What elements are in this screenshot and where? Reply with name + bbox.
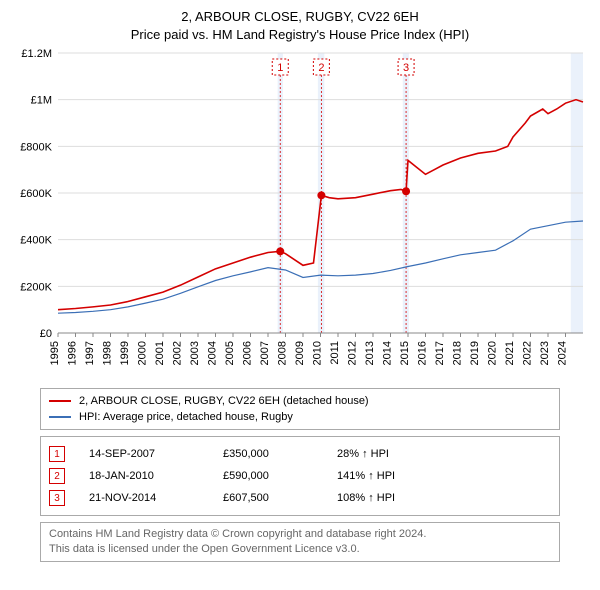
legend-swatch: [49, 416, 71, 418]
x-axis-label: 2008: [277, 341, 289, 365]
x-axis-label: 2019: [469, 341, 481, 365]
legend-row: 2, ARBOUR CLOSE, RUGBY, CV22 6EH (detach…: [49, 393, 551, 409]
price-marker: [317, 191, 325, 199]
x-axis-label: 1999: [119, 341, 131, 365]
legend-swatch: [49, 400, 71, 402]
event-price: £350,000: [223, 448, 313, 460]
x-axis-label: 2022: [522, 341, 534, 365]
x-axis-label: 2003: [189, 341, 201, 365]
y-axis-label: £1M: [31, 95, 52, 107]
callout-number: 2: [318, 62, 324, 74]
event-marker: 3: [49, 490, 65, 506]
x-axis-label: 1995: [49, 341, 61, 365]
chart-svg: £0 £200K £400K £600K £800K £1M £1.2M 1 2 3 1995 199…: [10, 47, 590, 382]
y-axis-label: £400K: [20, 235, 52, 247]
chart-title: 2, ARBOUR CLOSE, RUGBY, CV22 6EH Price p…: [10, 8, 590, 43]
event-row: 3 21-NOV-2014 £607,500 108% ↑ HPI: [49, 487, 551, 509]
y-axis-label: £1.2M: [21, 48, 52, 60]
x-axis-label: 2010: [312, 341, 324, 365]
event-date: 14-SEP-2007: [89, 448, 199, 460]
y-axis-label: £200K: [20, 281, 52, 293]
legend-row: HPI: Average price, detached house, Rugb…: [49, 409, 551, 425]
attribution-line-2: This data is licensed under the Open Gov…: [49, 542, 551, 557]
x-axis-label: 2015: [399, 341, 411, 365]
attribution: Contains HM Land Registry data © Crown c…: [40, 522, 560, 562]
attribution-line-1: Contains HM Land Registry data © Crown c…: [49, 527, 551, 542]
events-table: 1 14-SEP-2007 £350,000 28% ↑ HPI 2 18-JAN-201…: [40, 436, 560, 516]
x-axis-label: 2012: [347, 341, 359, 365]
y-axis-label: £0: [40, 328, 52, 340]
title-line-1: 2, ARBOUR CLOSE, RUGBY, CV22 6EH: [10, 8, 590, 26]
price-marker: [276, 247, 284, 255]
x-axis-label: 1996: [67, 341, 79, 365]
event-pct: 28% ↑ HPI: [337, 448, 389, 460]
x-axis-label: 2014: [382, 341, 394, 365]
y-axis-label: £800K: [20, 141, 52, 153]
x-axis-label: 1997: [84, 341, 96, 365]
x-axis-label: 2001: [154, 341, 166, 365]
event-date: 21-NOV-2014: [89, 492, 199, 504]
callout-number: 3: [403, 62, 409, 74]
x-axis-label: 2013: [364, 341, 376, 365]
event-row: 2 18-JAN-2010 £590,000 141% ↑ HPI: [49, 465, 551, 487]
x-axis-label: 2011: [329, 341, 341, 365]
x-axis-label: 2016: [417, 341, 429, 365]
event-marker: 2: [49, 468, 65, 484]
legend: 2, ARBOUR CLOSE, RUGBY, CV22 6EH (detach…: [40, 388, 560, 430]
event-price: £590,000: [223, 470, 313, 482]
x-axis-label: 2002: [172, 341, 184, 365]
event-row: 1 14-SEP-2007 £350,000 28% ↑ HPI: [49, 443, 551, 465]
title-line-2: Price paid vs. HM Land Registry's House …: [10, 26, 590, 44]
x-axis-label: 2024: [557, 341, 569, 365]
y-axis-label: £600K: [20, 188, 52, 200]
x-axis-label: 2020: [487, 341, 499, 365]
event-pct: 108% ↑ HPI: [337, 492, 395, 504]
x-axis-label: 2000: [137, 341, 149, 365]
x-axis-label: 2023: [539, 341, 551, 365]
x-axis-label: 2004: [207, 341, 219, 365]
event-pct: 141% ↑ HPI: [337, 470, 395, 482]
price-marker: [402, 187, 410, 195]
event-price: £607,500: [223, 492, 313, 504]
chart-container: 2, ARBOUR CLOSE, RUGBY, CV22 6EH Price p…: [0, 0, 600, 590]
x-axis-label: 2018: [452, 341, 464, 365]
x-axis-label: 2009: [294, 341, 306, 365]
legend-label: HPI: Average price, detached house, Rugb…: [79, 411, 293, 423]
x-axis-label: 2006: [242, 341, 254, 365]
chart-area: £0 £200K £400K £600K £800K £1M £1.2M 1 2 3 1995 199…: [10, 47, 590, 382]
x-axis-label: 2005: [224, 341, 236, 365]
legend-label: 2, ARBOUR CLOSE, RUGBY, CV22 6EH (detach…: [79, 395, 369, 407]
event-date: 18-JAN-2010: [89, 470, 199, 482]
callout-number: 1: [277, 62, 283, 74]
x-axis-label: 2007: [259, 341, 271, 365]
x-axis-label: 2021: [504, 341, 516, 365]
x-axis-label: 2017: [434, 341, 446, 365]
event-marker: 1: [49, 446, 65, 462]
x-axis-label: 1998: [102, 341, 114, 365]
